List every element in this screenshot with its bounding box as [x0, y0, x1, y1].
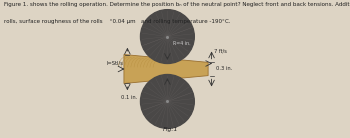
Text: 7 ft/s: 7 ft/s — [214, 49, 227, 54]
Text: Figure 1. shows the rolling operation. Determine the position bₙ of the neutral : Figure 1. shows the rolling operation. D… — [4, 2, 350, 7]
Circle shape — [140, 75, 194, 128]
Text: 0.1 in.: 0.1 in. — [121, 95, 137, 100]
Text: l=Stl/s: l=Stl/s — [106, 61, 124, 66]
Polygon shape — [124, 55, 208, 83]
Text: R=4 in.: R=4 in. — [173, 41, 190, 46]
Text: 0.3 in.: 0.3 in. — [216, 67, 232, 71]
Circle shape — [140, 10, 194, 63]
Text: Fig:1: Fig:1 — [162, 128, 178, 132]
Text: rolls, surface roughness of the rolls    °0.04 μm   and rolling temperature -190: rolls, surface roughness of the rolls °0… — [4, 19, 231, 24]
